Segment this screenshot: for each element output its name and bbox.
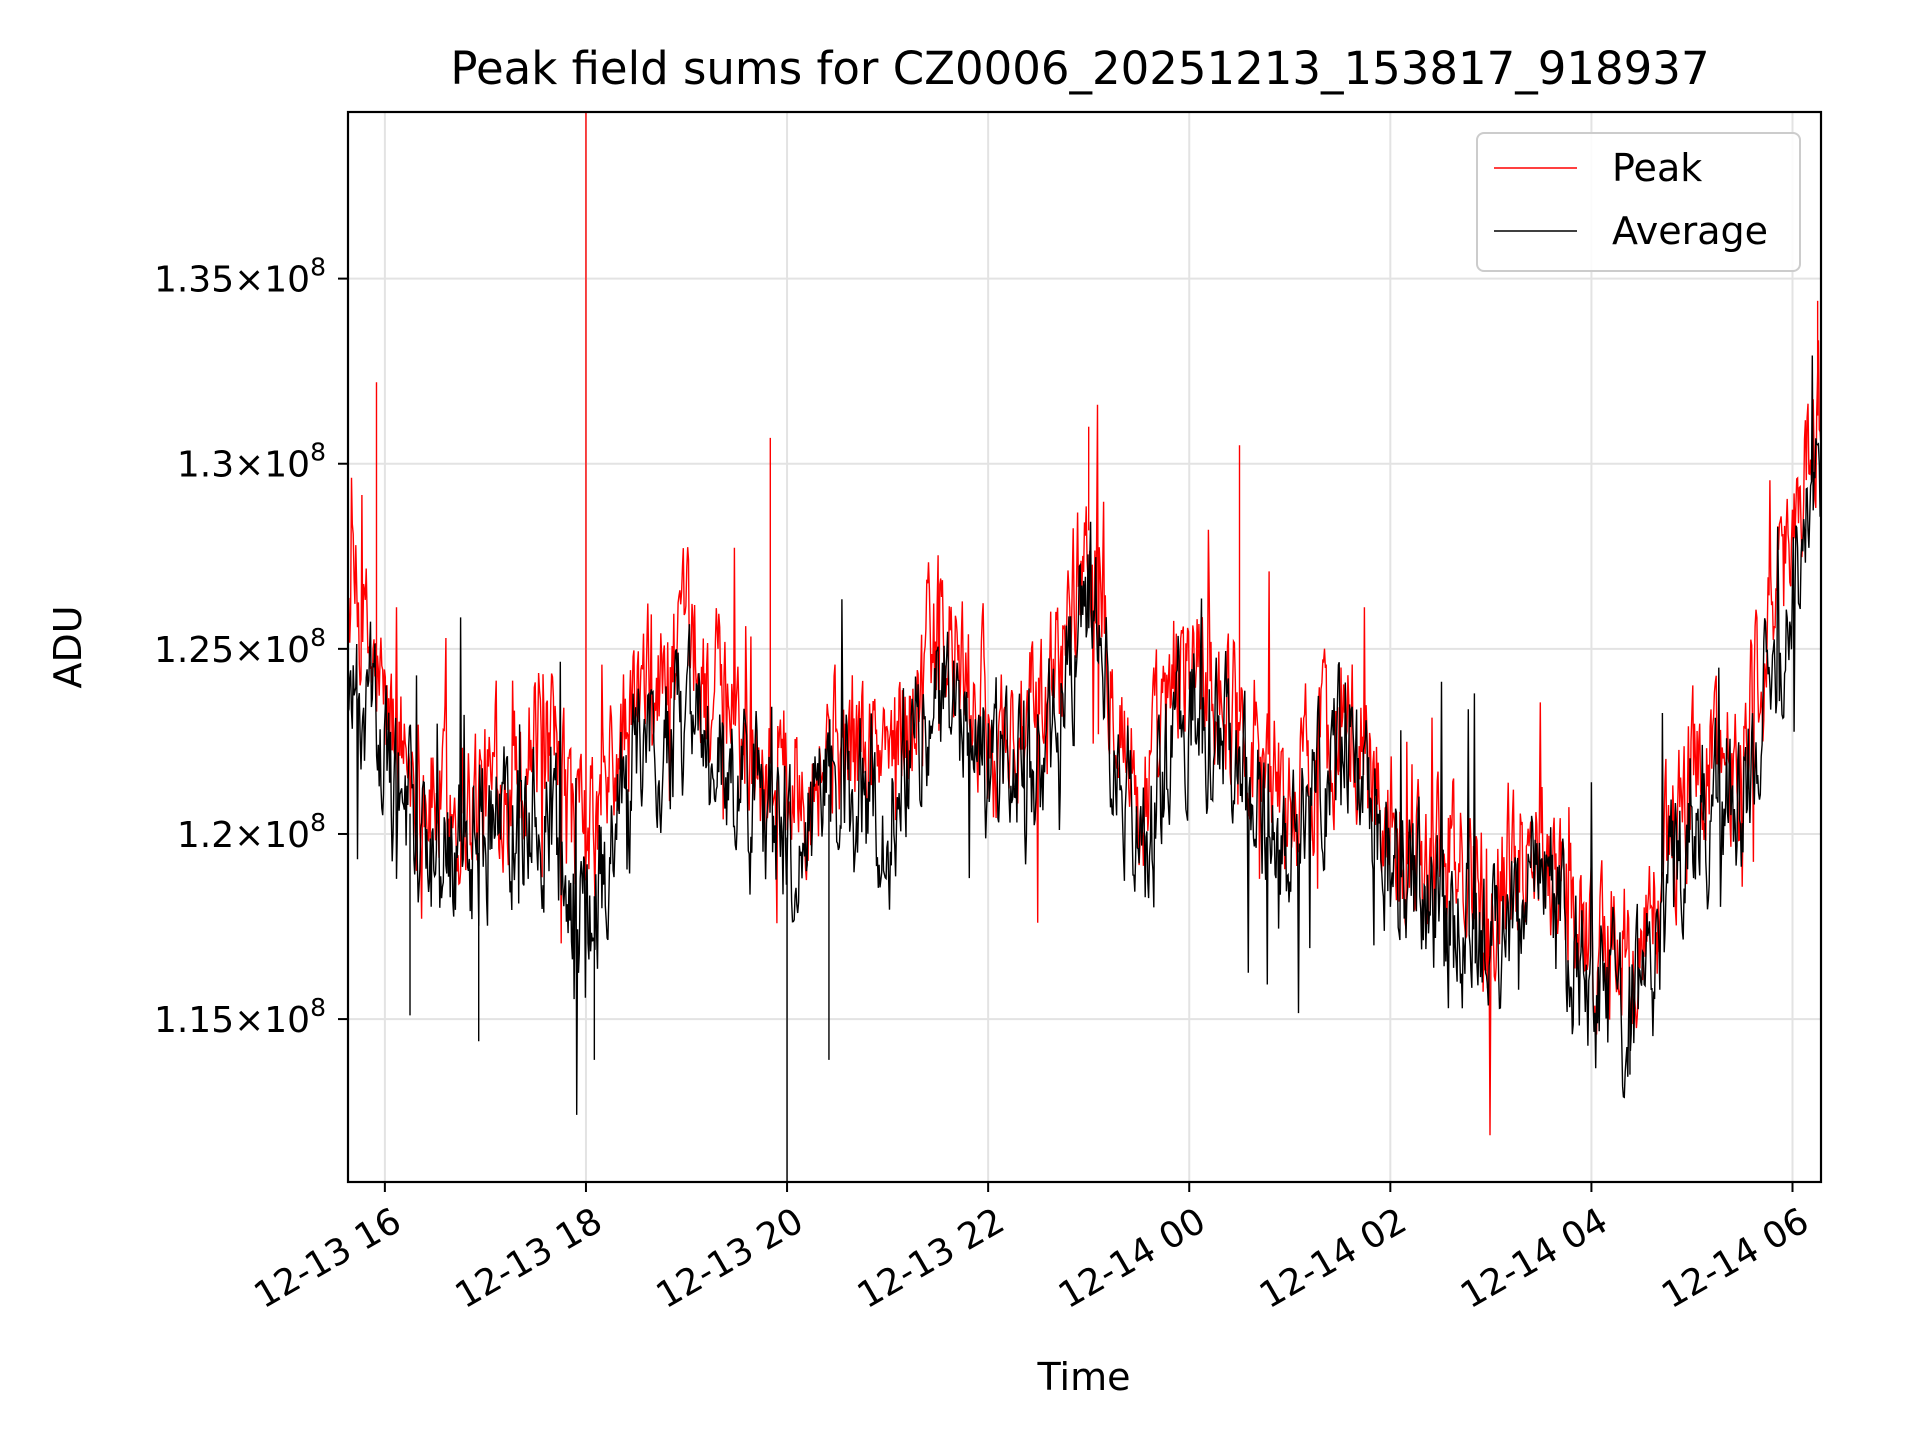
x-axis-label: Time: [1037, 1355, 1131, 1399]
y-tick-times: ×10: [234, 1000, 310, 1041]
y-tick-times: ×10: [234, 815, 310, 856]
y-tick-times: ×10: [234, 445, 310, 486]
legend: Peak Average: [1476, 132, 1801, 272]
y-tick-times: ×10: [234, 260, 310, 301]
y-tick-label: 1.3×108: [177, 438, 326, 486]
y-tick-exponent: 8: [310, 808, 326, 837]
y-tick-exponent: 8: [310, 623, 326, 652]
y-tick-times: ×10: [234, 630, 310, 671]
legend-average-label: Average: [1612, 209, 1768, 253]
y-axis-label: ADU: [46, 605, 90, 688]
y-tick-mantissa: 1.3: [177, 445, 234, 486]
y-tick-label: 1.2×108: [177, 808, 326, 856]
chart-title: Peak field sums for CZ0006_20251213_1538…: [450, 42, 1709, 95]
y-tick-exponent: 8: [310, 253, 326, 282]
y-tick-mantissa: 1.35: [154, 260, 234, 301]
y-tick-exponent: 8: [310, 993, 326, 1022]
plot-area-series: [348, 112, 1821, 1182]
y-tick-mantissa: 1.15: [154, 1000, 234, 1041]
y-tick-label: 1.25×108: [154, 623, 326, 671]
y-tick-exponent: 8: [310, 438, 326, 467]
legend-peak-label: Peak: [1612, 146, 1702, 190]
plot-frame: [346, 110, 1823, 1184]
y-tick-label: 1.35×108: [154, 253, 326, 301]
y-tick-mantissa: 1.25: [154, 630, 234, 671]
y-tick-mantissa: 1.2: [177, 815, 234, 856]
series-line-average: [348, 355, 1821, 1115]
y-tick-label: 1.15×108: [154, 993, 326, 1041]
